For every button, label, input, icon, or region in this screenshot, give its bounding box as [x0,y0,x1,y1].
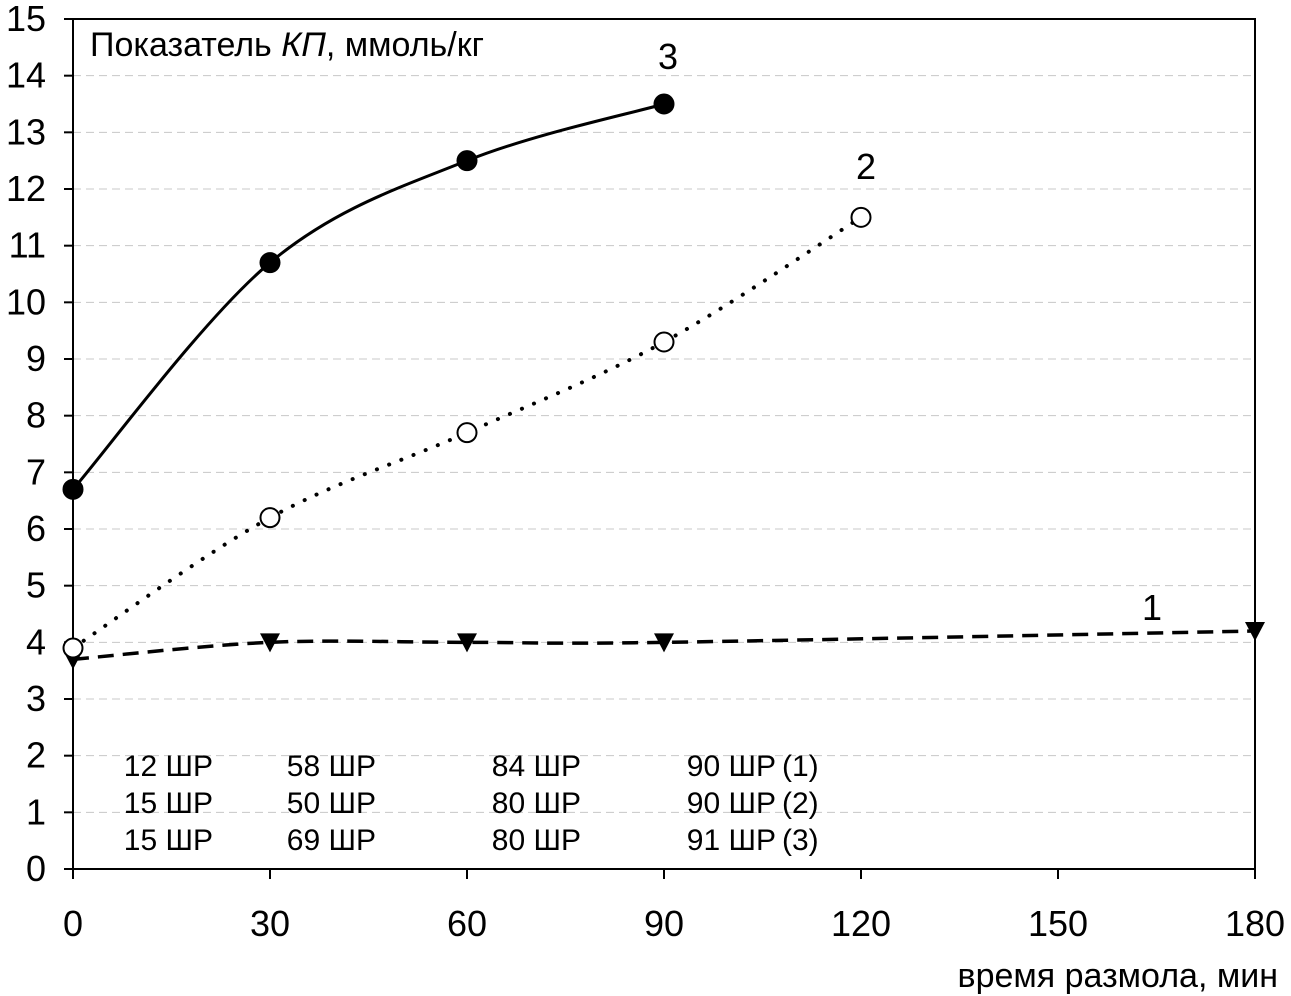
y-tick-label-2: 2 [26,735,46,776]
x-tick-label-30: 30 [250,903,290,944]
y-tick-label-12: 12 [6,168,46,209]
y-tick-label-13: 13 [6,111,46,152]
series-1-point-4 [1245,622,1265,641]
y-tick-label-4: 4 [26,621,46,662]
y-axis-title-part-1: Показатель [90,26,281,64]
annotation-cell-r1-c3: 84 ШР [492,750,581,783]
grid-layer [73,18,1255,813]
series-2-point-1 [259,507,281,529]
series-1-label: 1 [1142,587,1162,628]
series-1-point-2 [457,633,477,653]
series-3-line [71,102,665,491]
annotation-cell-r3-c5: (3) [782,824,819,857]
series-3-point-3 [653,93,675,115]
series-2-point-3 [653,331,675,353]
y-tick-label-1: 1 [26,791,46,832]
annotation-table: 12 ШР 58 ШР 84 ШР 90 ШР (1) 15 ШР 50 ШР 80 ШР 90… [124,750,819,857]
annotation-cell-r1-c5: (1) [782,750,819,783]
y-tick-label-11: 11 [9,225,46,266]
annotation-cell-r1-c4: 90 ШР [687,750,776,783]
x-tick-label-90: 90 [644,903,684,944]
series-2-point-4 [850,206,872,228]
y-tick-label-5: 5 [26,565,46,606]
y-tick-label-8: 8 [26,395,46,436]
annotation-cell-r1-c1: 12 ШР [124,750,213,783]
y-tick-label-7: 7 [26,451,46,492]
annotation-cell-r3-c4: 91 ШР [687,824,776,857]
y-tick-label-6: 6 [26,508,46,549]
x-tick-label-120: 120 [831,903,891,944]
series-2-point-0 [62,637,84,659]
x-tick-label-0: 0 [63,903,83,944]
y-tick-label-9: 9 [26,338,46,379]
y-axis-title: Показатель КП, ммоль/кг [90,26,484,64]
text-layer: Показатель КП, ммоль/кг время размола, м… [6,0,1285,995]
y-tick-label-0: 0 [26,848,46,889]
series-3-point-2 [456,150,478,172]
annotation-cell-r2-c2: 50 ШР [287,787,376,820]
annotation-cell-r2-c5: (2) [782,787,819,820]
x-tick-label-60: 60 [447,903,487,944]
annotation-cell-r2-c4: 90 ШР [687,787,776,820]
y-axis-title-part-3: , ммоль/кг [326,26,484,64]
annotation-cell-r3-c3: 80 ШР [492,824,581,857]
annotation-cell-r1-c2: 58 ШР [287,750,376,783]
series-2-label: 2 [856,146,876,187]
x-tick-label-150: 150 [1028,903,1088,944]
series-1-point-1 [260,633,280,653]
axis-layer [64,18,1256,879]
annotation-cell-r2-c1: 15 ШР [124,787,213,820]
annotation-cell-r3-c1: 15 ШР [124,824,213,857]
series-3-point-1 [259,252,281,274]
x-tick-label-180: 180 [1225,903,1285,944]
y-tick-label-3: 3 [26,678,46,719]
series-layer [62,93,1265,670]
series-1-point-3 [654,633,674,653]
x-axis-title: время размола, мин [958,957,1278,995]
series-3-point-0 [62,478,84,500]
y-tick-label-15: 15 [6,0,46,39]
annotation-cell-r2-c3: 80 ШР [492,787,581,820]
y-tick-label-10: 10 [6,281,46,322]
series-2-point-2 [456,422,478,444]
series-3-label: 3 [658,36,678,77]
series-1-line [72,629,1256,662]
y-tick-label-14: 14 [6,55,46,96]
plot-frame [72,18,1256,870]
annotation-cell-r3-c2: 69 ШР [287,824,376,857]
y-axis-title-part-2: КП [281,26,326,64]
